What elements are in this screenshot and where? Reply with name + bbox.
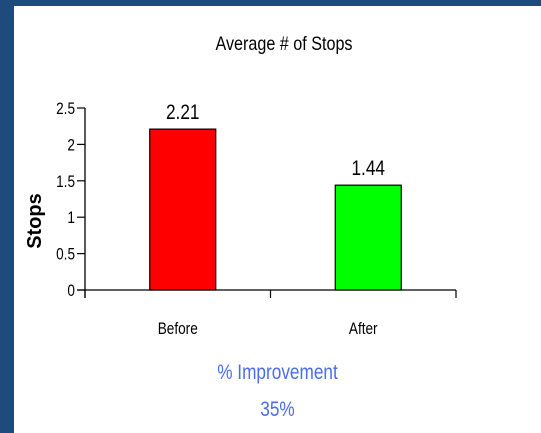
bar-chart: Average # of Stops Stops 0 0.5 1 1.5 2 2.5 2.… bbox=[24, 33, 457, 339]
y-tick-label: 2 bbox=[67, 136, 75, 155]
bar-after bbox=[334, 184, 402, 291]
y-axis-label: Stops bbox=[24, 193, 46, 249]
chart-title: Average # of Stops bbox=[215, 33, 352, 55]
y-tick-label: 1 bbox=[67, 209, 75, 228]
slide-panel: Average # of Stops Stops 0 0.5 1 1.5 2 2.5 2.… bbox=[14, 6, 541, 433]
y-tick-label: 2.5 bbox=[56, 100, 75, 119]
data-label-before: 2.21 bbox=[166, 102, 200, 125]
bars-group bbox=[149, 128, 402, 291]
improvement-label: % Improvement bbox=[217, 361, 338, 384]
y-tick-label: 0.5 bbox=[56, 245, 75, 264]
y-tick-label: 0 bbox=[67, 282, 75, 301]
improvement-value: 35% bbox=[260, 398, 295, 421]
bar-before bbox=[149, 128, 217, 291]
y-tick-label: 1.5 bbox=[56, 172, 75, 191]
data-label-after: 1.44 bbox=[351, 158, 385, 181]
x-tick-label-before: Before bbox=[158, 320, 198, 339]
x-tick-label-after: After bbox=[349, 320, 378, 339]
labels-group: 2.21 Before 1.44 After bbox=[158, 102, 386, 339]
